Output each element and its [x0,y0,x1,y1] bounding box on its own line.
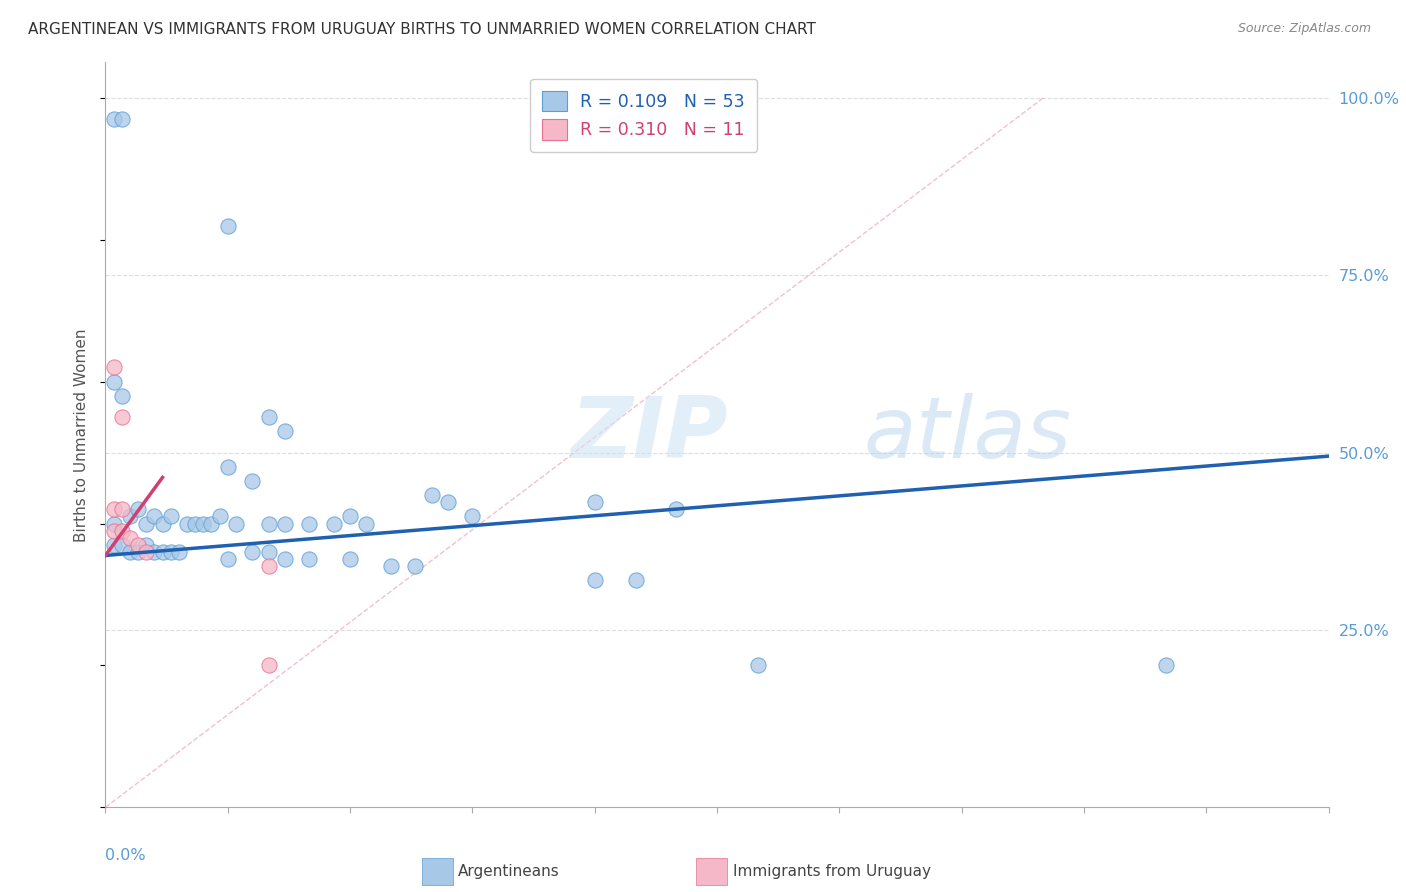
Point [184,516,207,531]
Point [143,509,166,524]
Point [298,516,321,531]
Point [461,509,484,524]
Point [103,375,125,389]
Point [159,545,181,559]
Point [111,389,134,403]
Point [103,502,125,516]
Text: Argentineans: Argentineans [458,864,560,879]
Point [103,524,125,538]
Point [103,538,125,552]
Point [152,545,174,559]
Point [118,509,141,524]
Point [176,516,198,531]
Point [127,538,149,552]
Point [298,552,321,566]
Point [420,488,443,502]
Point [127,545,149,559]
Point [200,516,222,531]
Point [257,516,280,531]
Point [127,502,149,516]
Y-axis label: Births to Unmarried Women: Births to Unmarried Women [75,328,90,541]
Point [240,474,263,488]
Point [103,516,125,531]
Point [583,495,606,509]
Point [208,509,231,524]
Point [167,545,190,559]
Point [339,552,361,566]
Point [111,538,134,552]
Point [274,425,297,439]
Text: 0.0%: 0.0% [105,848,146,863]
Point [217,459,239,474]
Point [159,509,181,524]
Point [135,516,157,531]
Point [193,516,215,531]
Point [135,538,157,552]
Point [257,410,280,425]
Point [111,112,134,127]
Point [1154,658,1177,673]
Point [339,509,361,524]
Text: atlas: atlas [863,393,1071,476]
Point [103,360,125,375]
Point [404,559,426,574]
Point [217,552,239,566]
Point [274,516,297,531]
Point [118,545,141,559]
Point [356,516,378,531]
Point [257,658,280,673]
Point [274,552,297,566]
Point [380,559,402,574]
Text: ZIP: ZIP [571,393,728,476]
Legend: R = 0.109   N = 53, R = 0.310   N = 11: R = 0.109 N = 53, R = 0.310 N = 11 [530,78,758,152]
Point [111,524,134,538]
Point [135,545,157,559]
Point [665,502,688,516]
Point [583,574,606,588]
Point [624,574,647,588]
Text: Source: ZipAtlas.com: Source: ZipAtlas.com [1237,22,1371,36]
Point [225,516,247,531]
Point [217,219,239,233]
Point [322,516,344,531]
Text: Immigrants from Uruguay: Immigrants from Uruguay [733,864,931,879]
Point [152,516,174,531]
Point [118,531,141,545]
Point [111,502,134,516]
Point [143,545,166,559]
Point [257,559,280,574]
Point [111,410,134,425]
Text: ARGENTINEAN VS IMMIGRANTS FROM URUGUAY BIRTHS TO UNMARRIED WOMEN CORRELATION CHA: ARGENTINEAN VS IMMIGRANTS FROM URUGUAY B… [28,22,815,37]
Point [257,545,280,559]
Point [747,658,769,673]
Point [437,495,460,509]
Point [103,112,125,127]
Point [240,545,263,559]
